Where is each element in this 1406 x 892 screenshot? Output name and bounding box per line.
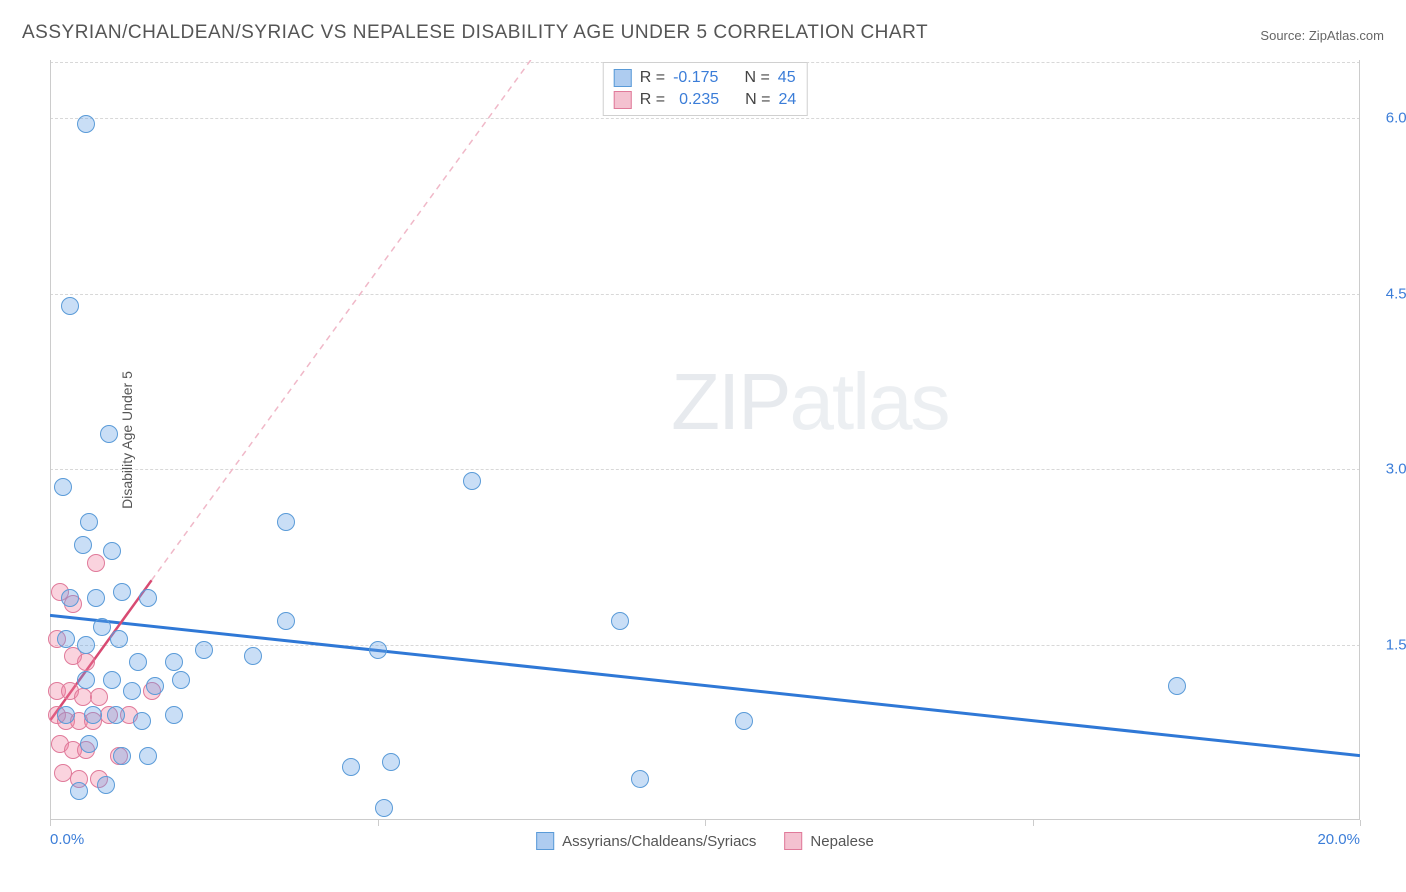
chart-title: ASSYRIAN/CHALDEAN/SYRIAC VS NEPALESE DIS… (22, 22, 928, 44)
data-point (87, 554, 105, 572)
data-point (123, 682, 141, 700)
legend-series: Assyrians/Chaldeans/Syriacs Nepalese (536, 832, 874, 850)
data-point (133, 712, 151, 730)
y-tick-label: 3.0% (1365, 461, 1406, 478)
data-point (54, 764, 72, 782)
legend-item-0: Assyrians/Chaldeans/Syriacs (536, 832, 756, 850)
legend-swatch-1 (614, 91, 632, 109)
data-point (87, 589, 105, 607)
data-point (735, 712, 753, 730)
data-point (74, 536, 92, 554)
x-tick-mark (705, 820, 706, 826)
data-point (277, 612, 295, 630)
source-attribution: Source: ZipAtlas.com (1260, 28, 1384, 43)
legend-swatch-1 (784, 832, 802, 850)
data-point (369, 641, 387, 659)
data-point (93, 618, 111, 636)
source-link[interactable]: ZipAtlas.com (1309, 28, 1384, 43)
data-point (61, 297, 79, 315)
r-value: -0.175 (673, 67, 718, 89)
data-point (97, 776, 115, 794)
y-tick-label: 6.0% (1365, 110, 1406, 127)
n-value: 24 (778, 89, 796, 111)
x-tick-label: 0.0% (50, 831, 84, 848)
grid-line (50, 294, 1360, 295)
data-point (129, 653, 147, 671)
r-label: R = (640, 67, 665, 89)
data-point (244, 647, 262, 665)
y-axis-right (1359, 60, 1360, 820)
grid-line (50, 645, 1360, 646)
data-point (70, 782, 88, 800)
data-point (113, 747, 131, 765)
grid-line (50, 469, 1360, 470)
legend-correlation: R = -0.175 N = 45 R = 0.235 N = 24 (603, 62, 808, 116)
data-point (1168, 677, 1186, 695)
data-point (107, 706, 125, 724)
watermark-bold: ZIP (671, 357, 789, 446)
grid-line (50, 118, 1360, 119)
data-point (57, 706, 75, 724)
n-label: N = (745, 89, 770, 111)
legend-label-1: Nepalese (810, 833, 873, 850)
n-label: N = (744, 67, 769, 89)
y-tick-label: 4.5% (1365, 285, 1406, 302)
data-point (54, 478, 72, 496)
data-point (80, 735, 98, 753)
legend-swatch-0 (614, 69, 632, 87)
data-point (103, 542, 121, 560)
source-label: Source: (1260, 28, 1305, 43)
data-point (277, 513, 295, 531)
data-point (172, 671, 190, 689)
x-tick-label: 20.0% (1317, 831, 1360, 848)
data-point (165, 653, 183, 671)
data-point (113, 583, 131, 601)
data-point (139, 589, 157, 607)
x-tick-mark (1360, 820, 1361, 826)
legend-label-0: Assyrians/Chaldeans/Syriacs (562, 833, 756, 850)
n-value: 45 (778, 67, 796, 89)
legend-item-1: Nepalese (784, 832, 873, 850)
x-tick-mark (50, 820, 51, 826)
r-value: 0.235 (679, 89, 719, 111)
data-point (611, 612, 629, 630)
data-point (77, 115, 95, 133)
data-point (77, 653, 95, 671)
plot-area: Disability Age Under 5 ZIPatlas R = -0.1… (50, 60, 1360, 820)
data-point (139, 747, 157, 765)
legend-row-1: R = 0.235 N = 24 (614, 89, 797, 111)
data-point (61, 589, 79, 607)
y-tick-label: 1.5% (1365, 636, 1406, 653)
data-point (195, 641, 213, 659)
x-tick-mark (1033, 820, 1034, 826)
data-point (165, 706, 183, 724)
data-point (80, 513, 98, 531)
data-point (57, 630, 75, 648)
data-point (463, 472, 481, 490)
data-point (146, 677, 164, 695)
r-label: R = (640, 89, 665, 111)
watermark-light: atlas (790, 357, 949, 446)
legend-row-0: R = -0.175 N = 45 (614, 67, 797, 89)
data-point (77, 636, 95, 654)
data-point (90, 688, 108, 706)
trend-lines (50, 60, 1360, 820)
data-point (103, 671, 121, 689)
legend-swatch-0 (536, 832, 554, 850)
data-point (382, 753, 400, 771)
y-axis (50, 60, 51, 820)
y-axis-label: Disability Age Under 5 (119, 371, 135, 509)
data-point (631, 770, 649, 788)
data-point (77, 671, 95, 689)
x-tick-mark (378, 820, 379, 826)
data-point (110, 630, 128, 648)
data-point (74, 688, 92, 706)
watermark: ZIPatlas (671, 356, 948, 448)
data-point (342, 758, 360, 776)
data-point (84, 706, 102, 724)
data-point (100, 425, 118, 443)
data-point (375, 799, 393, 817)
